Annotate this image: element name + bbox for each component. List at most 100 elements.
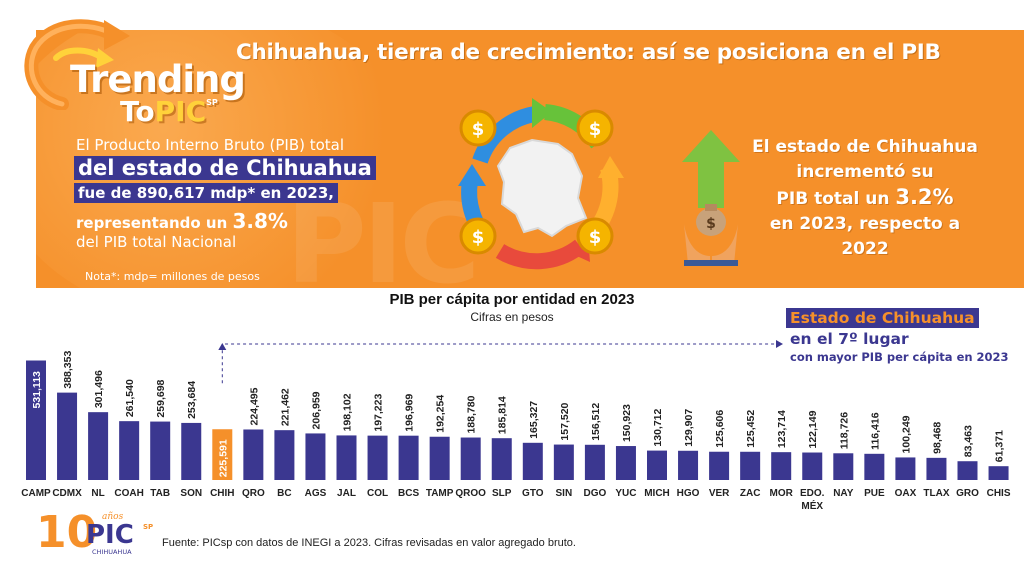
brand-pic: PIC <box>154 95 207 128</box>
bar-tlax <box>926 457 947 480</box>
bar-sin <box>553 444 574 480</box>
coin-icon: $ <box>459 109 497 147</box>
gdp-share-value: 3.8% <box>232 209 288 233</box>
chart-subtitle: Cifras en pesos <box>470 310 554 324</box>
growth-line-1: El estado de Chihuahua <box>752 137 978 157</box>
category-label: NL <box>91 488 104 499</box>
bar-value-label: 192,254 <box>435 395 447 433</box>
bar-jal <box>336 435 357 480</box>
category-label: MOR <box>770 488 794 499</box>
category-label: BC <box>277 488 291 499</box>
bar-nay <box>833 453 854 480</box>
growth-value: 3.2% <box>895 185 954 209</box>
growth-line-3-text: PIB total un <box>776 189 896 209</box>
category-label: GRO <box>956 488 979 499</box>
bar-value-label: 197,223 <box>373 394 385 432</box>
category-label: CAMP <box>21 488 51 499</box>
callout-subtitle: con mayor PIB per cápita en 2023 <box>790 350 1009 364</box>
gdp-growth-summary: El estado de Chihuahua incrementó su PIB… <box>745 135 985 262</box>
bar-value-label: 157,520 <box>559 402 571 440</box>
bar-nl <box>88 412 109 480</box>
callout-rank-text: en el <box>790 330 839 348</box>
bar-value-label: 98,468 <box>931 422 943 454</box>
category-label: QRO <box>242 488 265 499</box>
bar-chis <box>988 466 1009 480</box>
category-label: SIN <box>556 488 573 499</box>
bar-value-label: 185,814 <box>497 396 509 434</box>
brand-to: To <box>120 95 155 128</box>
category-label: OAX <box>895 488 917 499</box>
logo-sp: SP <box>143 523 153 531</box>
category-label: ZAC <box>740 488 761 499</box>
bar-edo-m-x <box>802 452 823 480</box>
bar-value-label: 122,149 <box>807 410 819 448</box>
bar-value-label: 83,463 <box>963 425 975 457</box>
bar-value-label: 100,249 <box>900 415 912 453</box>
bar-value-label: 123,714 <box>776 410 788 448</box>
callout-connector <box>221 343 782 384</box>
bar-bc <box>274 430 295 480</box>
bar-value-label: 125,452 <box>745 410 757 448</box>
bar-ver <box>709 451 730 480</box>
brand-sp: SP <box>206 98 218 107</box>
bar-value-label: 196,969 <box>404 394 416 432</box>
gdp-line-5: del PIB total Nacional <box>76 233 237 251</box>
category-label: YUC <box>615 488 636 499</box>
category-label: SLP <box>492 488 512 499</box>
bar-value-label: 221,462 <box>279 388 291 426</box>
callout-title: Estado de Chihuahua <box>786 308 979 328</box>
category-label: QROO <box>455 488 486 499</box>
picsp-10-years-logo: 10 años PIC SP CHIHUAHUA <box>36 507 153 557</box>
category-label: CHIH <box>210 488 234 499</box>
bar-value-label: 531,113 <box>31 371 43 409</box>
bar-qroo <box>460 437 481 480</box>
bar-tamp <box>429 436 450 480</box>
growth-line-4: en 2023, respecto a 2022 <box>769 214 961 259</box>
bar-value-label: 116,416 <box>869 412 881 450</box>
growth-arrow-icon: $ <box>682 130 740 266</box>
category-label: PUE <box>864 488 885 499</box>
bar-value-label: 198,102 <box>342 393 354 431</box>
bar-value-label: 261,540 <box>124 379 136 417</box>
bar-bcs <box>398 435 419 480</box>
bar-pue <box>864 453 885 480</box>
bar-camp <box>26 360 46 480</box>
bar-value-label: 61,371 <box>994 430 1006 462</box>
category-label: DGO <box>584 488 607 499</box>
chihuahua-map-icon <box>496 138 588 238</box>
bar-qro <box>243 429 264 480</box>
bar-ags <box>305 433 326 480</box>
money-bag-hands-icon: $ <box>684 204 738 266</box>
bar-zac <box>740 451 761 480</box>
bar-value-label: 156,512 <box>590 403 602 441</box>
category-label: BCS <box>398 488 419 499</box>
logo-main: 10 <box>36 507 97 557</box>
logo-anos: años <box>102 512 124 522</box>
callout-arrowhead <box>218 343 227 350</box>
bar-value-label: 125,606 <box>714 410 726 448</box>
bar-yuc <box>615 446 636 480</box>
bar-hgo <box>678 450 699 480</box>
logo-pic: PIC <box>86 520 134 550</box>
bar-value-label: 206,959 <box>310 391 322 429</box>
bar-oax <box>895 457 916 480</box>
category-label: TAB <box>150 488 170 499</box>
svg-text:$: $ <box>589 119 602 140</box>
category-label: GTO <box>522 488 544 499</box>
category-label: COL <box>367 488 388 499</box>
logo-sub: CHIHUAHUA <box>92 548 132 556</box>
bar-cdmx <box>57 392 78 480</box>
page-title: Chihuahua, tierra de crecimiento: así se… <box>236 40 941 65</box>
growth-line-3: PIB total un 3.2% <box>745 185 985 212</box>
category-label: CDMX <box>52 488 82 499</box>
category-label: JAL <box>337 488 356 499</box>
bar-value-label: 129,907 <box>683 409 695 447</box>
svg-text:$: $ <box>472 227 485 248</box>
gdp-line-1: El Producto Interno Bruto (PIB) total <box>76 136 345 154</box>
category-label: TLAX <box>923 488 949 499</box>
bar-mor <box>771 452 792 480</box>
bar-gro <box>957 461 978 480</box>
bar-value-label: 253,684 <box>186 381 198 419</box>
bar-col <box>367 435 388 480</box>
growth-line-2: incrementó su <box>796 162 934 182</box>
